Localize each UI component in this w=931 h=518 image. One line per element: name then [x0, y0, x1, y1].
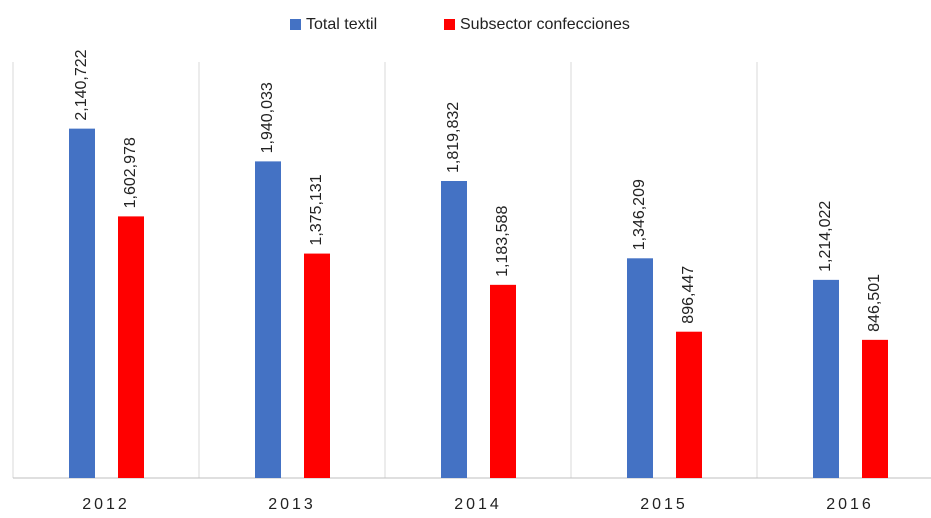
- legend-swatch: [290, 19, 301, 30]
- data-label: 1,346,209: [631, 179, 648, 250]
- bar: [490, 284, 516, 478]
- data-label: 896,447: [680, 266, 697, 324]
- category-separators: [12, 62, 758, 478]
- legend-label: Total textil: [306, 16, 377, 33]
- bar: [627, 258, 653, 478]
- x-tick-label: 2014: [454, 496, 502, 513]
- data-label: 1,375,131: [308, 174, 325, 245]
- data-label: 1,940,033: [259, 82, 276, 153]
- x-tick-label: 2012: [82, 496, 130, 513]
- bar: [862, 339, 888, 478]
- bar: [813, 279, 839, 478]
- data-label: 1,214,022: [817, 201, 834, 272]
- data-label: 2,140,722: [73, 49, 90, 120]
- data-label: 1,602,978: [122, 137, 139, 208]
- data-label: 1,183,588: [494, 206, 511, 277]
- x-tick-label: 2013: [268, 496, 316, 513]
- x-tick-label: 2015: [640, 496, 688, 513]
- bar: [304, 253, 330, 478]
- bar: [255, 161, 281, 479]
- bar: [676, 331, 702, 478]
- bar: [69, 128, 95, 479]
- data-label: 1,819,832: [445, 102, 462, 173]
- legend-label: Subsector confecciones: [460, 16, 630, 33]
- bar: [118, 216, 144, 479]
- x-tick-label: 2016: [826, 496, 874, 513]
- data-label: 846,501: [866, 274, 883, 332]
- legend-swatch: [444, 19, 455, 30]
- bar: [441, 181, 467, 478]
